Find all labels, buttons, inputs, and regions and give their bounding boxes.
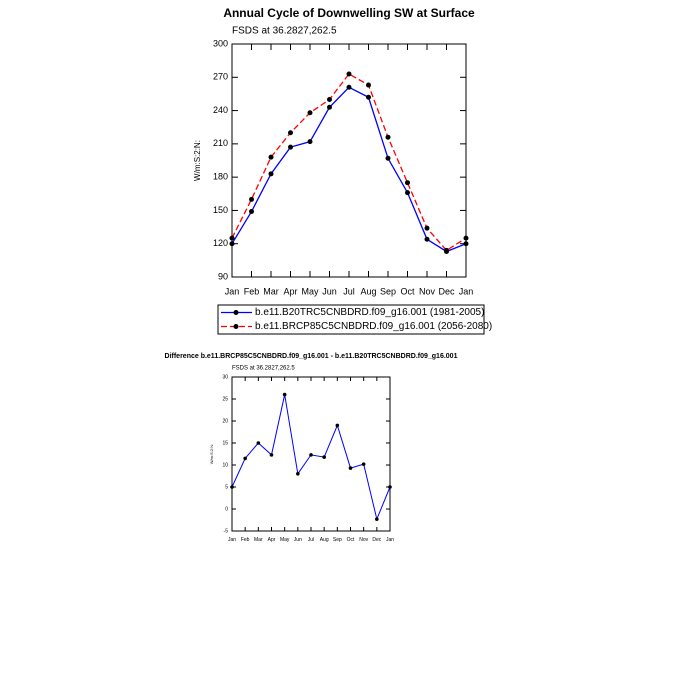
x-tick-label: Apr <box>283 287 297 297</box>
data-point <box>288 130 293 136</box>
data-point <box>366 94 371 100</box>
y-tick-label: 180 <box>213 172 228 182</box>
y-tick-label: 20 <box>222 418 228 424</box>
y-tick-label: 30 <box>222 374 228 380</box>
y-tick-label: 150 <box>213 205 228 215</box>
data-point <box>327 96 332 102</box>
x-tick-label: Jul <box>308 537 314 543</box>
data-point <box>309 453 313 457</box>
x-tick-label: Mar <box>254 537 263 543</box>
data-point <box>230 485 234 489</box>
x-tick-label: Feb <box>241 537 250 543</box>
data-point <box>424 225 430 231</box>
y-tick-label: 25 <box>222 396 228 402</box>
data-point <box>405 190 410 196</box>
data-point <box>388 485 392 489</box>
x-tick-label: May <box>301 287 319 297</box>
x-tick-label: Sep <box>380 287 396 297</box>
data-point <box>463 235 469 241</box>
data-point <box>249 196 254 202</box>
data-point <box>243 456 247 461</box>
x-tick-label: May <box>280 537 290 543</box>
legend-label: b.e11.B20TRC5CNBDRD.f09_g16.001 (1981-20… <box>255 307 484 318</box>
data-point <box>256 441 261 445</box>
x-tick-label: Oct <box>347 537 355 543</box>
legend-label: b.e11.BRCP85C5CNBDRD.f09_g16.001 (2056-2… <box>255 321 492 332</box>
chart-title: Difference b.e11.BRCP85C5CNBDRD.f09_g16.… <box>165 353 458 360</box>
y-axis-label: W/m:S:2:N: <box>193 140 202 181</box>
y-tick-label: 240 <box>213 105 228 115</box>
data-point <box>463 241 469 247</box>
series-line <box>231 73 467 252</box>
x-tick-label: Dec <box>438 287 455 297</box>
x-tick-label: Jan <box>459 287 474 297</box>
y-tick-label: 270 <box>213 72 228 82</box>
y-axis-label: W/m:S:2:N: <box>209 444 214 464</box>
data-point <box>366 82 371 88</box>
x-tick-label: Jun <box>322 287 337 297</box>
x-tick-label: Dec <box>372 537 381 543</box>
y-tick-label: 120 <box>213 238 228 248</box>
data-point <box>375 517 379 521</box>
data-point <box>296 472 300 476</box>
data-point <box>249 209 254 215</box>
chart-subtitle: FSDS at 36.2827,262.5 <box>232 26 337 37</box>
y-tick-label: 10 <box>222 462 228 468</box>
x-tick-label: Nov <box>419 287 436 297</box>
data-point <box>361 462 366 466</box>
data-point <box>269 453 274 457</box>
x-tick-label: Oct <box>400 287 415 297</box>
chart-title: Annual Cycle of Downwelling SW at Surfac… <box>223 6 475 20</box>
data-point <box>229 235 235 241</box>
data-point <box>346 84 352 90</box>
x-tick-label: Aug <box>360 287 376 297</box>
x-tick-label: Jan <box>225 287 240 297</box>
data-point <box>322 455 326 459</box>
legend-box <box>217 304 485 335</box>
series-line <box>231 86 467 253</box>
data-point <box>307 110 313 116</box>
x-tick-label: Jun <box>294 537 302 543</box>
x-tick-label: Apr <box>268 537 276 543</box>
data-point <box>385 155 391 161</box>
data-point <box>327 104 332 110</box>
x-tick-label: Jan <box>386 537 394 543</box>
legend-marker <box>233 310 239 315</box>
data-point <box>346 71 352 77</box>
legend-marker <box>233 324 239 329</box>
y-tick-label: 210 <box>213 138 228 148</box>
x-tick-label: Mar <box>263 287 279 297</box>
data-point <box>424 236 430 242</box>
x-tick-label: Sep <box>333 537 342 543</box>
data-point <box>307 139 313 145</box>
y-tick-label: 0 <box>225 506 228 512</box>
series-line <box>231 394 391 521</box>
chart-subtitle: FSDS at 36.2827,262.5 <box>232 366 295 372</box>
y-tick-label: 15 <box>222 440 228 446</box>
y-tick-label: 5 <box>225 484 228 490</box>
x-tick-label: Aug <box>320 537 329 543</box>
data-point <box>335 423 340 428</box>
x-tick-label: Jul <box>343 287 355 297</box>
data-point <box>288 144 293 150</box>
data-point <box>444 247 449 253</box>
y-tick-label: -5 <box>224 528 229 534</box>
data-point <box>405 180 410 186</box>
x-tick-label: Nov <box>359 537 368 543</box>
y-tick-label: 300 <box>213 38 228 48</box>
data-point <box>385 134 391 140</box>
data-point <box>268 154 274 160</box>
x-tick-label: Jan <box>228 537 236 543</box>
y-tick-label: 90 <box>218 271 228 281</box>
data-point <box>282 392 287 397</box>
data-point <box>348 466 353 470</box>
data-point <box>229 241 235 247</box>
data-point <box>268 171 274 177</box>
x-tick-label: Feb <box>244 287 260 297</box>
